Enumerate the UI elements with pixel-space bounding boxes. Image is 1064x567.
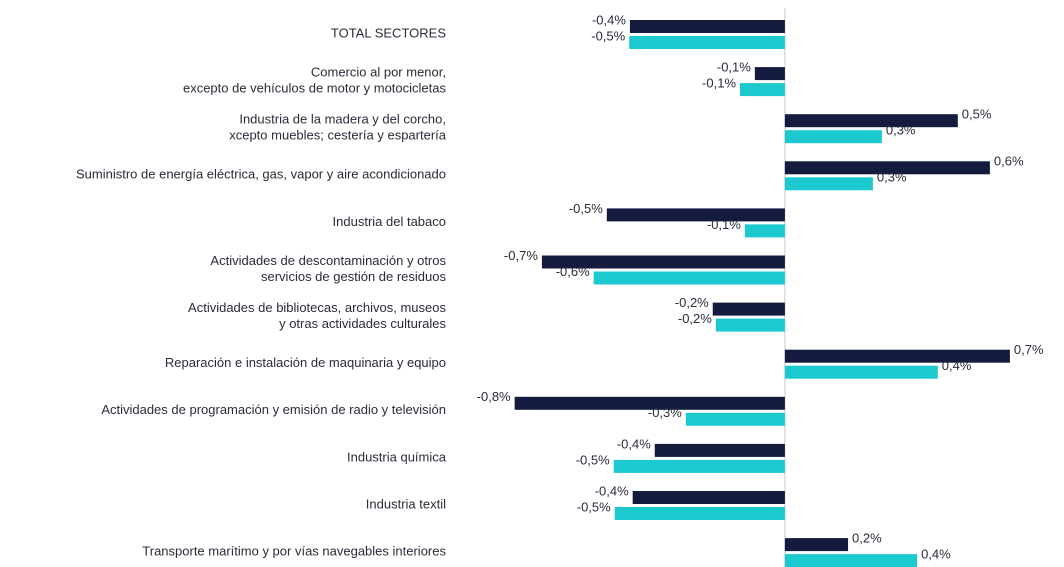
category-label: servicios de gestión de residuos: [261, 269, 446, 284]
bar: [784, 365, 938, 379]
category-label: Suministro de energía eléctrica, gas, va…: [76, 167, 446, 182]
bar: [541, 255, 785, 269]
category-label: Transporte marítimo y por vías navegable…: [142, 544, 446, 559]
bar: [654, 443, 785, 457]
bar: [754, 67, 785, 81]
category-label: Actividades de descontaminación y otros: [210, 253, 446, 268]
bar: [784, 114, 958, 128]
value-label: -0,1%: [702, 76, 736, 91]
bar: [715, 318, 785, 332]
value-label: -0,7%: [504, 248, 538, 263]
bar: [740, 83, 785, 97]
category-label: TOTAL SECTORES: [331, 25, 446, 40]
value-label: -0,3%: [648, 405, 682, 420]
bar: [784, 554, 918, 567]
value-label: 0,4%: [942, 358, 972, 373]
value-label: -0,2%: [678, 311, 712, 326]
bar: [744, 224, 785, 238]
category-label: Industria de la madera y del corcho,: [239, 112, 446, 127]
bar: [629, 20, 785, 33]
category-label: Industria química: [347, 449, 447, 464]
bar: [514, 396, 785, 410]
bar: [784, 538, 849, 552]
bar: [784, 349, 1010, 363]
category-label: Actividades de programación y emisión de…: [101, 402, 446, 417]
bar: [632, 491, 785, 504]
value-label: 0,6%: [994, 154, 1024, 169]
category-label: Actividades de bibliotecas, archivos, mu…: [188, 300, 446, 315]
value-label: 0,3%: [886, 123, 916, 138]
bar: [712, 302, 785, 316]
value-label: -0,4%: [592, 12, 626, 27]
value-label: -0,5%: [591, 28, 625, 43]
value-label: -0,5%: [569, 201, 603, 216]
value-label: -0,4%: [617, 436, 651, 451]
value-label: -0,8%: [477, 389, 511, 404]
bar: [629, 36, 785, 49]
value-label: 0,4%: [921, 547, 951, 562]
value-label: -0,5%: [576, 452, 610, 467]
category-label: y otras actividades culturales: [279, 316, 446, 331]
value-label: 0,2%: [852, 531, 882, 546]
bar: [784, 130, 882, 144]
bar: [593, 271, 785, 285]
value-label: -0,1%: [717, 60, 751, 75]
value-label: -0,4%: [595, 483, 629, 498]
category-label: Industria textil: [366, 496, 446, 511]
value-label: 0,7%: [1014, 342, 1044, 357]
bar: [614, 507, 785, 520]
bar: [784, 177, 873, 191]
category-label: Industria del tabaco: [333, 214, 446, 229]
value-label: -0,5%: [577, 499, 611, 514]
bar: [685, 412, 785, 426]
bar: [784, 161, 990, 175]
value-label: 0,5%: [962, 107, 992, 122]
value-label: -0,6%: [556, 264, 590, 279]
category-label: Reparación e instalación de maquinaria y…: [165, 355, 446, 370]
value-label: -0,1%: [707, 217, 741, 232]
value-label: 0,3%: [877, 170, 907, 185]
bar: [606, 208, 785, 222]
category-label: excepto de vehículos de motor y motocicl…: [183, 81, 447, 96]
bar: [613, 459, 785, 473]
category-label: xcepto muebles; cestería y espartería: [229, 128, 447, 143]
value-label: -0,2%: [675, 295, 709, 310]
category-label: Comercio al por menor,: [311, 65, 446, 80]
